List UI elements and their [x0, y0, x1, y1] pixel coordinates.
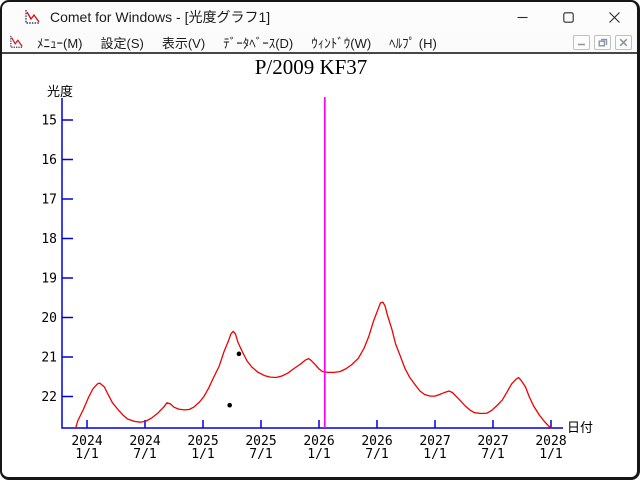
x-tick-label-year: 2024 [71, 434, 102, 449]
window-title: Comet for Windows - [光度グラフ1] [50, 9, 271, 25]
x-tick-label-day: 7/1 [249, 447, 272, 462]
menu-item-window[interactable]: ｳｨﾝﾄﾞｳ(W) [311, 35, 372, 51]
x-tick-label-year: 2025 [245, 434, 276, 449]
menu-item-help[interactable]: ﾍﾙﾌﾟ (H) [389, 35, 437, 51]
y-axis-label: 光度 [47, 84, 73, 100]
x-tick-label-year: 2026 [303, 434, 334, 449]
x-tick-label-year: 2028 [535, 434, 566, 449]
observation-point [227, 402, 232, 408]
menu-bar: ﾒﾆｭｰ(M) 設定(S) 表示(V) ﾃﾞｰﾀﾍﾞｰｽ(D) ｳｨﾝﾄﾞｳ(W… [2, 32, 637, 54]
chart-title: P/2009 KF37 [255, 55, 368, 79]
observation-point [236, 351, 242, 357]
mdi-minimize-button[interactable] [573, 34, 590, 50]
x-tick-label-day: 7/1 [133, 447, 156, 462]
close-icon [608, 11, 620, 23]
mdi-restore-button[interactable] [594, 34, 611, 50]
mdi-close-icon [619, 38, 628, 46]
document-icon [10, 35, 24, 48]
mdi-close-button[interactable] [615, 34, 632, 50]
menu-item-settings[interactable]: 設定(S) [100, 35, 144, 51]
minimize-button[interactable] [499, 2, 545, 32]
maximize-icon [562, 11, 574, 23]
y-tick-label: 17 [41, 193, 57, 208]
y-tick-label: 22 [41, 390, 57, 405]
axis-lines [61, 98, 563, 429]
x-tick-label-day: 7/1 [365, 447, 388, 462]
x-tick-label-year: 2024 [129, 434, 160, 449]
graph-window-client [2, 54, 637, 477]
light-curve [74, 301, 553, 430]
y-tick-label: 18 [41, 232, 57, 247]
x-tick-label-year: 2026 [361, 434, 392, 449]
y-tick-label: 21 [41, 351, 57, 366]
menu-item-view[interactable]: 表示(V) [161, 35, 206, 51]
close-button[interactable] [591, 2, 637, 32]
x-tick-label-day: 1/1 [75, 447, 98, 462]
minimize-icon [517, 16, 527, 18]
y-tick-label: 20 [41, 311, 57, 326]
x-tick-label-day: 1/1 [423, 447, 446, 462]
x-tick-label-day: 1/1 [307, 447, 330, 462]
x-tick-label-day: 1/1 [539, 447, 562, 462]
x-tick-label-day: 7/1 [481, 447, 504, 462]
y-tick-label: 19 [41, 272, 57, 287]
y-tick-label: 15 [41, 114, 57, 129]
y-tick-label: 16 [41, 153, 57, 168]
maximize-button[interactable] [545, 2, 591, 32]
x-tick-label-year: 2027 [419, 434, 450, 449]
menu-item-database[interactable]: ﾃﾞｰﾀﾍﾞｰｽ(D) [223, 35, 294, 51]
menu-item-menu[interactable]: ﾒﾆｭｰ(M) [37, 35, 83, 51]
mdi-minimize-icon [578, 43, 585, 45]
x-axis-label: 日付 [567, 421, 593, 436]
x-tick-label-year: 2025 [187, 434, 218, 449]
mdi-restore-icon [598, 38, 607, 47]
x-tick-label-year: 2027 [477, 434, 508, 449]
title-bar[interactable]: Comet for Windows - [光度グラフ1] [2, 2, 637, 32]
x-tick-label-day: 1/1 [191, 447, 214, 462]
app-icon [25, 10, 40, 24]
